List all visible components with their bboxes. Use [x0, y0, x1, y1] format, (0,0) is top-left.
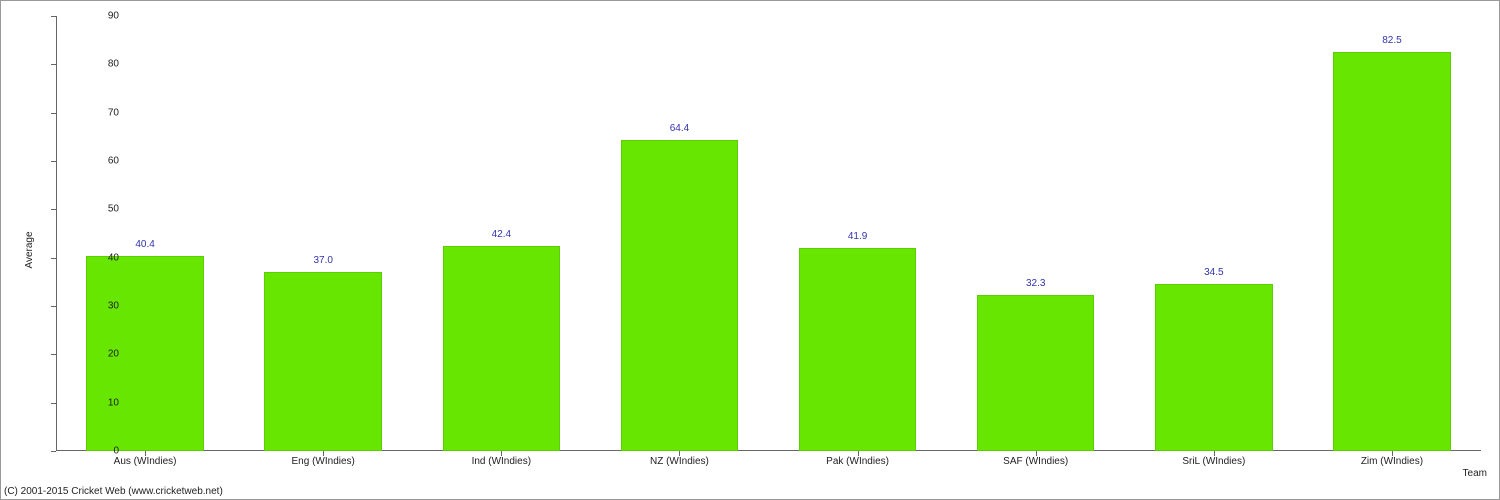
y-tick-label: 0	[79, 446, 119, 457]
y-tick	[51, 354, 56, 355]
y-tick	[51, 451, 56, 452]
x-tick-label: Eng (WIndies)	[292, 456, 355, 467]
y-tick	[51, 209, 56, 210]
bar	[977, 295, 1095, 451]
x-tick-label: SAF (WIndies)	[1003, 456, 1068, 467]
y-tick-label: 90	[79, 11, 119, 22]
bar	[799, 248, 917, 451]
x-tick-label: Ind (WIndies)	[472, 456, 531, 467]
bar	[621, 140, 739, 451]
y-tick-label: 60	[79, 156, 119, 167]
bar-value-label: 32.3	[1026, 278, 1045, 289]
bar	[443, 246, 561, 451]
y-tick-label: 20	[79, 349, 119, 360]
bar-chart: Average 40.4 37.0 42.4 64.4 41.9 32.3 34.5 82.5…	[0, 0, 1500, 500]
bar-value-label: 37.0	[313, 255, 332, 266]
bar-value-label: 82.5	[1382, 35, 1401, 46]
plot-area: 40.4 37.0 42.4 64.4 41.9 32.3 34.5 82.5	[56, 16, 1481, 451]
bar	[1333, 52, 1451, 451]
y-tick	[51, 113, 56, 114]
bar-value-label: 64.4	[670, 123, 689, 134]
x-tick-label: Pak (WIndies)	[826, 456, 889, 467]
x-tick-label: Aus (WIndies)	[114, 456, 177, 467]
y-tick	[51, 403, 56, 404]
y-tick	[51, 258, 56, 259]
bar	[1155, 284, 1273, 451]
y-axis-line	[56, 16, 57, 451]
y-tick	[51, 16, 56, 17]
x-axis-title: Team	[1463, 468, 1487, 479]
y-axis-title: Average	[24, 231, 35, 268]
bar-value-label: 41.9	[848, 231, 867, 242]
y-tick-label: 10	[79, 397, 119, 408]
x-tick-label: Zim (WIndies)	[1361, 456, 1423, 467]
y-tick	[51, 161, 56, 162]
copyright-text: (C) 2001-2015 Cricket Web (www.cricketwe…	[4, 486, 223, 497]
bar-value-label: 42.4	[492, 229, 511, 240]
y-tick	[51, 64, 56, 65]
y-tick	[51, 306, 56, 307]
y-tick-label: 40	[79, 252, 119, 263]
y-tick-label: 50	[79, 204, 119, 215]
x-tick-label: SriL (WIndies)	[1182, 456, 1245, 467]
y-tick-label: 70	[79, 107, 119, 118]
bar-value-label: 34.5	[1204, 267, 1223, 278]
y-tick-label: 30	[79, 301, 119, 312]
x-tick-label: NZ (WIndies)	[650, 456, 709, 467]
bar-value-label: 40.4	[135, 239, 154, 250]
bar	[264, 272, 382, 451]
y-tick-label: 80	[79, 59, 119, 70]
